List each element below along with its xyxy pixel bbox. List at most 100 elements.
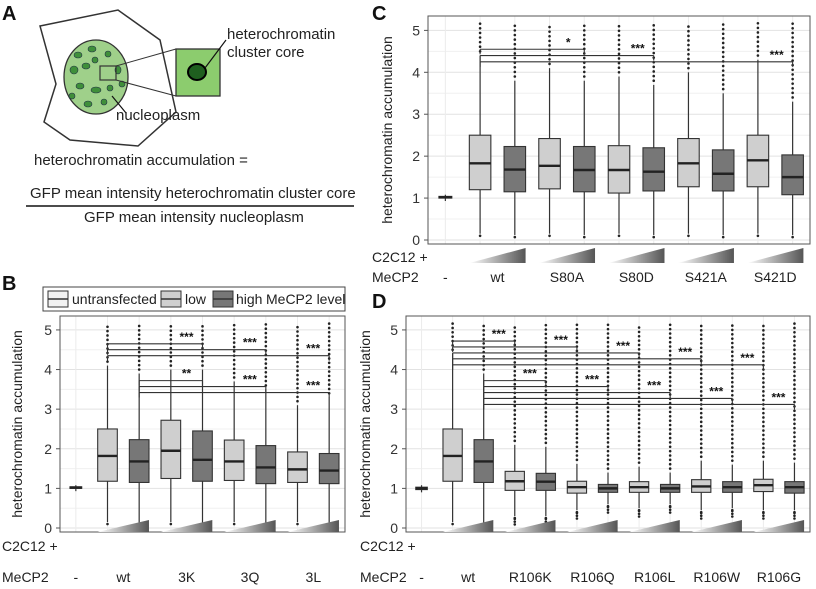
- significance-label: ***: [647, 379, 661, 393]
- outlier-point: [478, 26, 482, 30]
- significance-label: ***: [554, 333, 568, 347]
- heterochromatin-spot: [100, 98, 108, 106]
- chart-panel-d: 0 1 2 3 4 5 heterochromatin accumulation *** ***…: [357, 315, 811, 585]
- significance-label: ***: [616, 339, 630, 353]
- outlier-point: [762, 433, 765, 437]
- outlier-point: [327, 348, 331, 352]
- heterochromatin-spot: [73, 51, 83, 59]
- outlier-point: [264, 327, 268, 331]
- box-S80A-low: [538, 25, 561, 238]
- outlier-point: [482, 355, 485, 358]
- outlier-point: [668, 371, 672, 375]
- outlier-point: [762, 333, 765, 336]
- outlier-point: [327, 365, 331, 369]
- outlier-point: [668, 332, 672, 335]
- outlier-point: [264, 357, 268, 361]
- outlier-point: [513, 400, 517, 403]
- outlier-point: [756, 26, 760, 30]
- outlier-point: [762, 385, 765, 389]
- plot-frame: [427, 15, 811, 245]
- outlier-point: [327, 378, 331, 382]
- outlier-point: [793, 396, 796, 399]
- level-ramp: [753, 520, 805, 532]
- outlier-point: [793, 357, 796, 360]
- outlier-point: [637, 369, 641, 373]
- outlier-point: [169, 351, 173, 354]
- outlier-point: [606, 371, 610, 375]
- outlier-point: [544, 419, 548, 423]
- outlier-point: [264, 366, 268, 370]
- outlier-point: [169, 359, 173, 363]
- box-body: [318, 452, 340, 485]
- outlier-point: [296, 382, 299, 386]
- outlier-point: [513, 369, 517, 373]
- outlier-point: [762, 455, 765, 458]
- outlier-point: [731, 385, 734, 388]
- outlier-point: [668, 419, 672, 422]
- outlier-point: [756, 54, 760, 57]
- outlier-point: [201, 329, 204, 333]
- outlier-point: [668, 349, 672, 353]
- outlier-point: [513, 413, 517, 417]
- box-body: [538, 137, 561, 190]
- outlier-point: [544, 428, 548, 432]
- outlier-point: [637, 512, 641, 516]
- box-wt-low: [97, 325, 118, 526]
- outlier-point: [482, 359, 485, 363]
- outlier-point: [699, 368, 703, 371]
- significance-bracket: ***: [452, 351, 764, 370]
- outlier-point: [575, 454, 579, 457]
- significance-bracket: ***: [483, 379, 671, 398]
- outlier-point: [687, 66, 690, 70]
- outlier-point: [606, 462, 610, 466]
- outlier-point: [762, 355, 765, 358]
- group-label-3L: 3L: [306, 569, 322, 585]
- outlier-point: [575, 323, 579, 327]
- outlier-point: [791, 86, 794, 90]
- row-label-mecp2: MeCP2: [2, 569, 49, 585]
- box---untransfected: [438, 194, 453, 202]
- level-ramp: [608, 248, 665, 263]
- outlier-point: [264, 336, 268, 339]
- outlier-point: [617, 29, 621, 33]
- y-axis-label: heterochromatin accumulation: [9, 330, 25, 518]
- outlier-point: [137, 350, 141, 354]
- outlier-point: [606, 454, 610, 457]
- level-ramp: [442, 520, 494, 532]
- outlier-point: [637, 378, 641, 382]
- outlier-point: [731, 428, 734, 432]
- outlier-point: [582, 235, 586, 239]
- outlier-point: [606, 419, 610, 422]
- outlier-point: [582, 24, 586, 28]
- heterochromatin-spot: [69, 65, 79, 75]
- outlier-point: [668, 462, 672, 466]
- outlier-point: [106, 522, 109, 526]
- outlier-point: [169, 338, 173, 341]
- significance-label: ***: [492, 327, 506, 341]
- outlier-point: [606, 332, 610, 335]
- outlier-point: [617, 38, 621, 42]
- outlier-point: [137, 329, 141, 332]
- outlier-point: [791, 26, 794, 30]
- level-ramp: [97, 520, 149, 532]
- box-R106W-low: [691, 324, 712, 520]
- significance-label: ***: [771, 390, 785, 404]
- outlier-point: [327, 331, 331, 334]
- outlier-point: [637, 339, 641, 342]
- significance-label: ***: [709, 384, 723, 398]
- outlier-point: [482, 324, 485, 328]
- formula-numerator: GFP mean intensity heterochromatin clust…: [30, 185, 356, 202]
- outlier-point: [513, 52, 517, 55]
- schematic: heterochromatin cluster core nucleoplasm…: [26, 9, 356, 226]
- outlier-point: [232, 332, 236, 336]
- outlier-point: [637, 374, 641, 377]
- box-body: [711, 149, 735, 192]
- outlier-point: [731, 341, 734, 345]
- outlier-point: [327, 339, 331, 343]
- outlier-point: [106, 325, 109, 329]
- outlier-point: [296, 347, 299, 351]
- outlier-point: [637, 456, 641, 460]
- outlier-point: [513, 365, 517, 369]
- outlier-point: [731, 446, 734, 449]
